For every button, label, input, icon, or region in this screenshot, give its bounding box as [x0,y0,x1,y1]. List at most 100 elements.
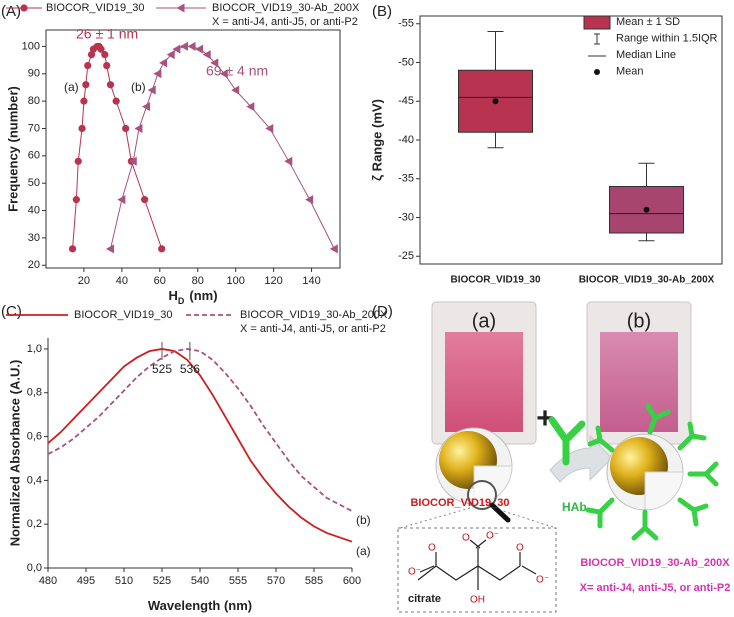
point [141,196,149,204]
y-tick-label: 0,4 [27,474,42,486]
series-label: (a) [356,544,371,558]
x-tick-label: 525 [153,575,171,587]
plus: + [536,402,554,435]
y-tick-label: 80 [28,95,40,107]
point [219,69,228,79]
legend-swatch [594,33,600,45]
chem-atom: O [428,543,436,554]
x-tick-label: BIOCOR_VID19_30 [450,275,540,286]
plot-frame [45,29,341,269]
chem-atom: OH [470,595,485,606]
y-tick-label: 60 [28,150,40,162]
mean-dot [492,98,499,105]
y-tick-label: 70 [28,122,40,134]
x-axis-title-unit: (nm) [189,288,217,303]
series-line [47,348,353,543]
series-label: (b) [131,80,146,94]
point [142,102,151,112]
np-ab-note: X= anti-J4, anti-J5, or anti-P2 [580,582,731,594]
y-tick-label: -50 [398,56,414,68]
point [84,61,92,70]
y-tick-label: 1,0 [27,343,42,355]
point [97,45,105,53]
panel-label: (C) [1,303,22,320]
y-axis-title: Frequency (number) [5,86,20,212]
liquid [600,332,678,432]
x-tick-label: 60 [154,275,166,287]
y-tick-label: -30 [398,211,414,223]
point [117,195,126,205]
x-tick-label: 585 [305,575,323,587]
point [159,58,168,68]
point [210,58,219,68]
legend-swatch [594,69,600,75]
point [105,244,114,254]
y-tick-label: -55 [398,18,414,30]
peak-label: 525 [152,362,172,376]
citrate-structure [417,539,537,590]
x-tick-label: 495 [77,575,95,587]
antibodies [585,403,719,541]
point [284,156,293,166]
legend-label: BIOCOR_VID19_30 [74,309,172,321]
point [72,196,80,204]
point [202,50,211,60]
point [195,44,204,54]
point [74,157,82,165]
legend-note: X = anti-J4, anti-J5, or anti-P2 [240,323,386,335]
x-axis-title: Wavelength (nm) [148,598,252,613]
chem-atom: O⁻ [536,575,549,586]
y-axis-title: ζ Range (mV) [369,99,384,181]
chem-atom: O⁻ [408,567,421,578]
x-axis-title: HD (nm) [168,288,217,306]
point [265,123,274,133]
hab-label: HAb [562,500,587,514]
y-tick-label: 40 [28,204,40,216]
panel-label: (B) [372,3,392,20]
y-tick-label: 0,0 [27,562,42,574]
point [80,97,88,105]
point [106,81,115,89]
point [112,97,120,105]
magnifier [467,480,497,510]
point [122,124,130,133]
x-axis-title-text: Wavelength (nm) [148,598,252,613]
x-tick-label: 540 [191,575,209,587]
mean-dot [643,206,650,213]
y-tick-label: 20 [28,259,40,271]
peak-label: 536 [180,362,200,376]
x-axis-title-text: H [168,288,177,303]
y-tick-label: -25 [398,250,414,262]
series-label: (a) [64,80,79,94]
citrate-label: citrate [408,593,441,605]
x-tick-label: 80 [192,275,204,287]
point [153,69,162,79]
point [134,123,143,133]
shell-cut [644,471,684,511]
x-tick-label: 555 [229,575,247,587]
point [101,51,109,59]
point [103,61,111,70]
legend-marker [20,4,28,12]
point [128,156,137,166]
x-axis-title-sub: D [178,296,185,306]
panel-label: (D) [372,303,393,320]
liquid [445,332,523,432]
np-name: BIOCOR_VID19_30 [410,497,509,509]
point [78,124,86,133]
x-tick-label: 20 [78,275,90,287]
legend-label: BIOCOR_VID19_30-Ab_200X [240,309,388,321]
annotation: 69 ± 4 nm [206,63,268,79]
point [82,81,90,89]
x-tick-label: BIOCOR_VID19_30-Ab_200X [579,275,715,286]
x-tick-label: 480 [39,575,57,587]
point [172,44,181,54]
x-tick-label: 570 [267,575,285,587]
chem-atom: O [462,533,470,544]
legend-note: X = anti-J4, anti-J5, or anti-P2 [212,16,358,28]
point [166,50,175,60]
legend-label: Mean [616,65,644,77]
connector [493,507,557,529]
illustration: (D) (a) (b) + HAb BIOCOR_VID19_30 BIOCOR… [372,301,731,613]
